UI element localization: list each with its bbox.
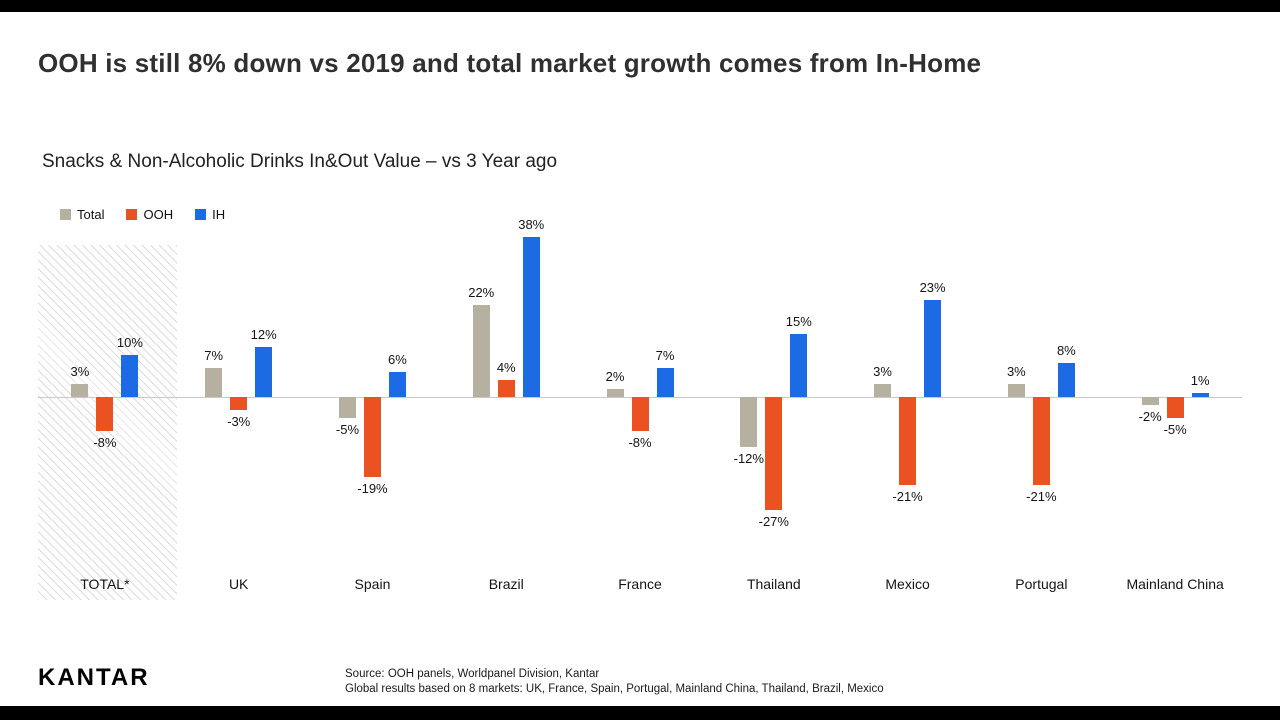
category-label-portugal: Portugal [1015,576,1068,592]
category-label-total-: TOTAL* [80,576,130,592]
legend-swatch-ih [195,209,207,220]
legend-swatch-ooh [126,209,138,220]
bar-value-label: -3% [227,413,251,429]
bar-total-3 [472,304,490,397]
category-label-france: France [618,576,662,592]
chart-group-uk: 7% -3% 12% UK [172,245,306,600]
bar-ooh-6 [899,397,917,486]
legend-label: IH [212,207,226,222]
bar-total-7 [1007,384,1025,397]
bar-value-label: -2% [1138,409,1162,425]
legend-item-ooh: OOH [126,207,173,222]
chart-group-thailand: -12% -27% 15% Thailand [707,245,841,600]
bar-value-label: 1% [1190,372,1210,388]
category-label-mexico: Mexico [885,576,930,592]
bar-value-label: 10% [116,335,143,350]
source-line-2: Global results based on 8 markets: UK, F… [345,683,884,695]
bar-value-label: 2% [605,368,625,384]
chart-group-portugal: 3% -21% 8% Portugal [974,245,1108,600]
bar-ih-6 [924,300,942,397]
bar-value-label: -21% [892,489,923,505]
chart-group-spain: -5% -19% 6% Spain [306,245,440,600]
bar-total-2 [338,397,356,418]
bar-ih-7 [1057,363,1075,397]
legend-swatch-total [60,209,71,220]
chart-group-france: 2% -8% 7% France [573,245,707,600]
chart-group-mainland-china: -2% -5% 1% Mainland China [1108,245,1242,600]
bar-value-label: 3% [70,364,90,380]
source-note: Source: OOH panels, Worldpanel Division,… [345,667,884,697]
chart-group-total-: 3% -8% 10% TOTAL* [38,245,172,600]
bar-ooh-0 [96,397,114,431]
bar-value-label: 7% [655,347,675,363]
chart-groups: 3% -8% 10% TOTAL* 7% -3% 12% UK -5% -19% 6% Spain 22… [38,217,1242,600]
bar-ih-1 [255,346,273,397]
bar-value-label: -5% [335,422,360,437]
bar-value-label: 3% [873,364,892,380]
bar-value-label: 15% [785,314,812,329]
bar-value-label: -21% [1026,489,1057,505]
bar-ih-3 [522,237,540,397]
bar-value-label: 7% [204,347,224,363]
bar-value-label: -27% [758,514,789,530]
chart-legend: Total OOH IH [60,207,225,222]
bar-ooh-8 [1166,397,1184,418]
category-label-brazil: Brazil [488,576,524,592]
slide-title: OOH is still 8% down vs 2019 and total m… [38,48,982,78]
bar-value-label: 22% [468,284,495,300]
legend-item-total: Total [60,207,104,222]
chart-subtitle: Snacks & Non-Alcoholic Drinks In&Out Val… [42,151,558,172]
chart-group-mexico: 3% -21% 23% Mexico [841,245,975,600]
bottom-black-bar [0,706,1280,720]
bar-value-label: 6% [388,351,407,367]
bar-value-label: 12% [250,326,277,342]
legend-item-ih: IH [195,207,225,222]
bar-ooh-4 [631,397,649,431]
bar-ih-4 [656,367,674,397]
legend-label: OOH [143,207,174,222]
bar-ooh-3 [497,380,515,397]
top-black-bar [0,0,1280,12]
bar-value-label: 3% [1006,364,1026,380]
bar-value-label: 38% [518,217,545,233]
bar-ih-2 [388,371,406,397]
kantar-logo: KANTAR [38,664,150,691]
bar-total-0 [71,384,89,397]
bar-value-label: -8% [628,434,652,450]
category-label-mainland-china: Mainland China [1126,576,1224,592]
bar-value-label: -5% [1163,422,1187,437]
category-label-uk: UK [228,576,249,592]
bar-ih-8 [1191,392,1209,397]
category-label-thailand: Thailand [746,576,801,592]
bar-value-label: 4% [496,360,516,376]
bar-total-8 [1141,397,1159,406]
bar-ih-0 [121,355,139,397]
bar-value-label: 8% [1056,343,1076,359]
bar-value-label: 23% [919,280,946,296]
bar-value-label: -19% [357,480,388,496]
bar-ih-5 [790,334,808,397]
chart-group-brazil: 22% 4% 38% Brazil [439,217,573,600]
legend-label: Total [77,207,105,222]
bar-ooh-5 [765,397,783,511]
bar-total-6 [874,384,892,397]
bar-total-1 [205,367,223,397]
bar-value-label: -8% [93,434,117,450]
bar-ooh-2 [363,397,381,477]
bar-ooh-7 [1032,397,1050,486]
bar-chart: 3% -8% 10% TOTAL* 7% -3% 12% UK -5% -19% 6% Spain 22… [38,217,1242,600]
bar-total-5 [740,397,758,448]
bar-value-label: -12% [733,451,764,467]
bar-ooh-1 [230,397,248,410]
bar-total-4 [606,388,624,397]
source-line-1: Source: OOH panels, Worldpanel Division,… [345,668,600,680]
category-label-spain: Spain [354,576,391,592]
